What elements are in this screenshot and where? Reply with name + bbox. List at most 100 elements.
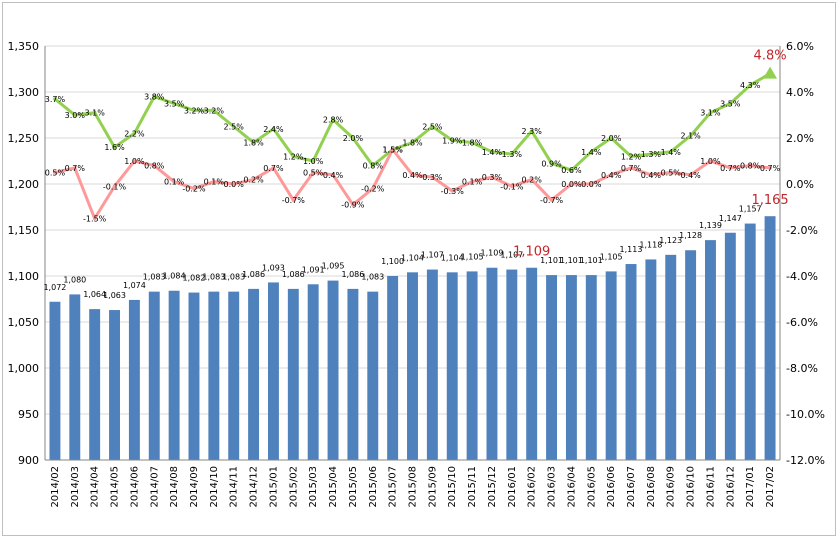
- line-point: [112, 184, 117, 189]
- line-value-label: 1.3%: [502, 150, 523, 159]
- bar: [307, 284, 319, 460]
- line-point: [549, 198, 554, 202]
- x-tick-label: 2014/02: [50, 466, 61, 508]
- bar: [724, 232, 736, 460]
- line-value-label: 3.2%: [204, 106, 225, 115]
- bar: [685, 250, 697, 460]
- line-value-label: 1.8%: [243, 139, 264, 148]
- line-point: [430, 124, 435, 129]
- line-point: [192, 186, 196, 191]
- bar-value-label: 1,104: [401, 253, 424, 262]
- bar: [625, 264, 637, 460]
- line-point: [132, 131, 137, 136]
- x-tick-label: 2015/07: [388, 466, 399, 508]
- bar: [69, 294, 81, 460]
- line-point: [529, 177, 534, 182]
- line-point: [549, 161, 554, 166]
- bar: [645, 259, 657, 460]
- line-point: [132, 159, 137, 163]
- line-value-label: 0.0%: [581, 180, 602, 189]
- line-value-label: 3.5%: [164, 100, 185, 109]
- bar-value-label: 1,086: [341, 270, 364, 279]
- bar-value-label: 1,157: [739, 205, 762, 214]
- line-point: [72, 113, 77, 117]
- x-tick-label: 2014/12: [249, 466, 260, 508]
- bar-value-label: 1,072: [43, 283, 66, 292]
- bar: [347, 288, 359, 460]
- line-value-label: 0.2%: [522, 175, 543, 184]
- line-value-label: 1.2%: [621, 152, 642, 161]
- bar-value-label: 1,083: [222, 273, 245, 282]
- line-value-label: 3.8%: [144, 93, 165, 102]
- line-value-label: 0.4%: [641, 171, 662, 180]
- line-value-label: 1.9%: [442, 136, 463, 145]
- bar: [426, 269, 438, 460]
- line-point: [331, 173, 335, 177]
- y-right-tick-label: -6.0%: [786, 316, 818, 329]
- bar: [248, 288, 260, 460]
- line-point: [668, 170, 673, 175]
- line-value-label: 3.2%: [184, 106, 205, 115]
- y-right-tick-label: -12.0%: [786, 454, 825, 467]
- y-right-tick-label: -2.0%: [786, 224, 818, 237]
- bar-value-label: 1,104: [441, 253, 464, 262]
- line-value-label: -0.2%: [361, 185, 385, 194]
- line-value-label: 0.8%: [144, 162, 165, 171]
- line-value-label: -0.1%: [103, 182, 127, 191]
- bar: [188, 292, 200, 460]
- line-point: [231, 124, 236, 129]
- callout-label: 1,165: [751, 193, 788, 208]
- bar: [128, 299, 140, 460]
- line-value-label: 0.7%: [621, 164, 642, 173]
- line-series: [53, 66, 778, 221]
- x-tick-label: 2015/09: [427, 466, 438, 508]
- line-point: [410, 140, 415, 145]
- line-value-label: 0.6%: [561, 166, 582, 175]
- x-tick-label: 2016/09: [666, 466, 677, 508]
- bar: [387, 276, 399, 460]
- bar-value-label: 1,083: [143, 273, 166, 282]
- bar: [546, 275, 558, 460]
- bar: [665, 254, 677, 460]
- line-value-label: -0.3%: [441, 187, 465, 196]
- line-point: [748, 163, 753, 168]
- line-value-label: 0.0%: [561, 180, 582, 189]
- bar: [565, 275, 577, 460]
- x-tick-label: 2016/07: [626, 466, 637, 508]
- bar: [446, 272, 458, 460]
- y-left-tick-label: 1,100: [8, 270, 40, 283]
- x-tick-label: 2016/04: [566, 466, 577, 508]
- line-value-label: 3.7%: [45, 95, 66, 104]
- bar-value-label: 1,091: [302, 265, 325, 274]
- x-tick-label: 2014/05: [110, 466, 121, 508]
- bar: [287, 288, 299, 460]
- x-tick-label: 2015/06: [368, 466, 379, 508]
- line-point: [510, 152, 514, 156]
- x-tick-label: 2014/04: [90, 466, 101, 508]
- line-point: [510, 184, 514, 189]
- line-value-label: 0.8%: [740, 162, 761, 171]
- line-point: [629, 154, 633, 159]
- line-point: [589, 150, 594, 154]
- line-value-label: 1.3%: [641, 150, 662, 159]
- bar-value-label: 1,107: [500, 251, 523, 260]
- line-point: [112, 145, 117, 149]
- line-value-label: 2.0%: [343, 134, 364, 143]
- bar: [208, 291, 220, 460]
- x-tick-label: 2015/04: [328, 466, 339, 508]
- line-value-label: 0.4%: [323, 171, 344, 180]
- line-point: [331, 117, 335, 122]
- y-left-tick-label: 1,300: [8, 86, 40, 99]
- line-point: [92, 110, 97, 115]
- line-value-label: 3.0%: [65, 111, 86, 120]
- line-point: [212, 108, 216, 113]
- line-value-label: 0.2%: [243, 175, 264, 184]
- x-tick-label: 2016/01: [507, 466, 518, 508]
- bar: [148, 291, 160, 460]
- bar: [526, 267, 538, 460]
- bar-value-label: 1,074: [123, 281, 146, 290]
- y-right-tick-label: 4.0%: [786, 86, 814, 99]
- bar-value-label: 1,128: [679, 231, 702, 240]
- y-left-tick-label: 950: [18, 408, 39, 421]
